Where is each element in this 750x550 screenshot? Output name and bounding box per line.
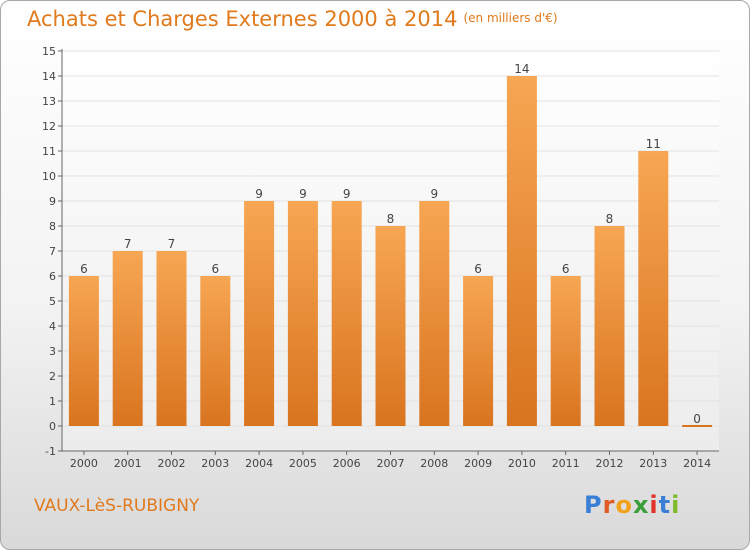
bar <box>506 76 537 426</box>
bar <box>112 251 143 426</box>
y-tick-label: 7 <box>49 245 56 258</box>
bar <box>375 226 406 426</box>
chart-title-text: Achats et Charges Externes 2000 à 2014 <box>27 7 458 31</box>
data-label: 9 <box>255 187 263 201</box>
data-label: 7 <box>124 237 132 251</box>
logo-letter: P <box>584 491 603 519</box>
bar <box>331 201 362 426</box>
bar <box>287 201 318 426</box>
y-tick-label: 11 <box>42 145 56 158</box>
y-tick-label: 14 <box>42 70 56 83</box>
x-tick-label: 2013 <box>639 457 667 470</box>
bar <box>550 276 581 426</box>
x-axis-ticks: 2000 2001 2002 2003 2004 2005 2006 2007 2008 2009… <box>70 451 711 470</box>
y-tick-label: 4 <box>49 320 56 333</box>
data-label: 6 <box>562 262 570 276</box>
bar <box>463 276 494 426</box>
data-label: 14 <box>514 62 529 76</box>
x-tick-label: 2008 <box>420 457 448 470</box>
y-tick-label: 15 <box>42 45 56 58</box>
x-tick-label: 2014 <box>683 457 711 470</box>
x-tick-label: 2002 <box>158 457 186 470</box>
y-tick-label: -1 <box>45 445 56 458</box>
y-tick-label: 13 <box>42 95 56 108</box>
data-label: 7 <box>168 237 176 251</box>
data-labels: 6 7 7 6 9 9 9 8 9 6 14 6 8 11 0 <box>80 62 701 426</box>
logo-letter: r <box>602 491 616 519</box>
x-tick-label: 2004 <box>245 457 273 470</box>
bar <box>594 226 625 426</box>
chart-title: Achats et Charges Externes 2000 à 2014 (e… <box>27 7 558 31</box>
bar <box>419 201 450 426</box>
y-tick-label: 2 <box>49 370 56 383</box>
y-tick-label: 3 <box>49 345 56 358</box>
logo-letter: i <box>649 491 659 519</box>
bar <box>638 151 669 426</box>
logo-letter: x <box>632 491 650 519</box>
logo-letter: o <box>615 491 633 519</box>
x-tick-label: 2006 <box>333 457 361 470</box>
y-tick-label: 12 <box>42 120 56 133</box>
bar <box>68 276 99 426</box>
chart-subtitle: (en milliers d'€) <box>463 11 558 25</box>
logo-letter: i <box>671 491 681 519</box>
data-label: 6 <box>80 262 88 276</box>
x-tick-label: 2005 <box>289 457 317 470</box>
commune-name: VAUX-LèS-RUBIGNY <box>34 496 200 516</box>
y-tick-label: 6 <box>49 270 56 283</box>
data-label: 6 <box>474 262 482 276</box>
y-tick-label: 8 <box>49 220 56 233</box>
x-tick-label: 2003 <box>201 457 229 470</box>
bar <box>244 201 275 426</box>
data-label: 0 <box>693 412 701 426</box>
x-tick-label: 2007 <box>377 457 405 470</box>
data-label: 8 <box>606 212 614 226</box>
y-tick-label: 0 <box>49 420 56 433</box>
y-tick-label: 5 <box>49 295 56 308</box>
data-label: 6 <box>211 262 219 276</box>
proxiti-logo: Proxiti <box>584 491 680 519</box>
logo-letter: t <box>658 491 672 519</box>
x-tick-label: 2011 <box>552 457 580 470</box>
y-tick-label: 9 <box>49 195 56 208</box>
x-tick-label: 2010 <box>508 457 536 470</box>
data-label: 8 <box>387 212 395 226</box>
bar <box>200 276 231 426</box>
bar <box>156 251 187 426</box>
data-label: 9 <box>299 187 307 201</box>
x-tick-label: 2001 <box>114 457 142 470</box>
x-tick-label: 2012 <box>596 457 624 470</box>
bars <box>68 76 713 427</box>
x-tick-label: 2009 <box>464 457 492 470</box>
y-tick-label: 10 <box>42 170 56 183</box>
x-tick-label: 2000 <box>70 457 98 470</box>
data-label: 9 <box>430 187 438 201</box>
y-tick-label: 1 <box>49 395 56 408</box>
data-label: 11 <box>646 137 661 151</box>
data-label: 9 <box>343 187 351 201</box>
